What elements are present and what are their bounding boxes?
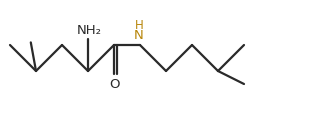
Text: N: N [134,29,144,42]
Text: H: H [135,19,143,32]
Text: NH₂: NH₂ [77,24,101,37]
Text: O: O [110,77,120,90]
